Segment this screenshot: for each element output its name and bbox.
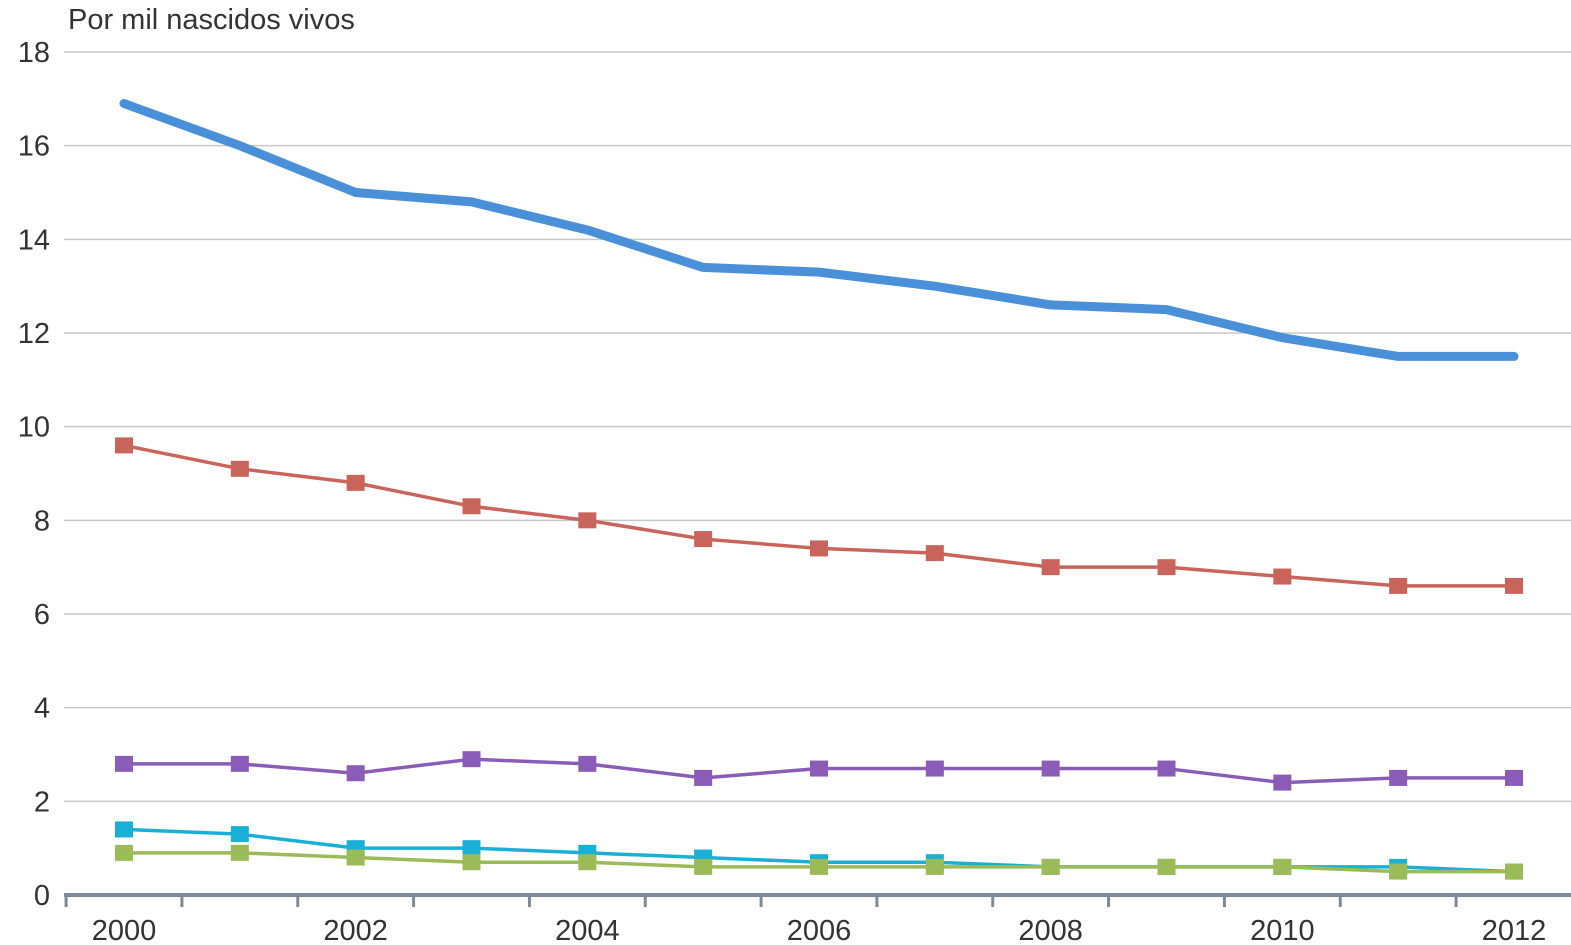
series-5-point: [694, 858, 713, 875]
series-5-point: [925, 858, 944, 875]
gridlines: [64, 51, 1571, 803]
series-3-point: [1273, 774, 1292, 791]
series-3-point: [578, 755, 597, 772]
x-tick-label: 2004: [555, 915, 620, 945]
series-group: [115, 99, 1523, 880]
y-tick-label: 0: [34, 880, 50, 912]
series-1-line: [119, 99, 1519, 361]
y-tick-label: 10: [18, 412, 50, 444]
series-5-point: [1157, 858, 1176, 875]
series-2-point: [346, 474, 365, 491]
series-5-point: [230, 844, 249, 861]
series-3-point: [810, 760, 828, 777]
series-5-point: [115, 844, 133, 861]
series-3-point: [1389, 769, 1408, 786]
series-4-point: [462, 840, 481, 857]
series-5-point: [1041, 858, 1060, 875]
x-axis: 2000 2002 2004 2006 2008 2010 2012: [64, 893, 1571, 945]
series-3-point: [230, 755, 249, 772]
y-axis-ticks: 0 2 4 6 8 10 12 14 16 18: [18, 37, 50, 912]
series-3-point: [346, 765, 365, 782]
x-tick-label: 2006: [787, 915, 852, 945]
series-5-point: [346, 849, 365, 866]
y-tick-label: 18: [18, 37, 50, 69]
series-3-point: [1157, 760, 1176, 777]
series-5-point: [810, 858, 828, 875]
series-5-point: [578, 854, 597, 871]
y-tick-label: 4: [34, 693, 50, 725]
series-2-point: [1389, 577, 1408, 594]
series-2-point: [1273, 568, 1292, 585]
series-2-point: [925, 545, 944, 562]
series-3-point: [694, 769, 713, 786]
series-2-point: [462, 498, 481, 515]
series-2-point: [115, 437, 133, 454]
y-tick-label: 6: [34, 599, 50, 631]
series-3-point: [1041, 760, 1060, 777]
x-tick-label: 2010: [1250, 915, 1315, 945]
series-2-point: [1505, 577, 1523, 594]
series-5-point: [1273, 858, 1292, 875]
series-2-point: [1041, 559, 1060, 576]
y-axis-unit-label: Por mil nascidos vivos: [68, 4, 355, 36]
series-2-point: [230, 460, 249, 477]
y-tick-label: 12: [18, 318, 50, 350]
y-tick-label: 14: [18, 224, 50, 256]
series-3-point: [115, 755, 133, 772]
x-tick-label: 2012: [1482, 915, 1547, 945]
x-tick-label: 2008: [1018, 915, 1083, 945]
series-4-point: [115, 821, 133, 838]
series-2-point: [694, 531, 713, 548]
x-tick-label: 2000: [92, 915, 157, 945]
x-tick-label: 2002: [323, 915, 388, 945]
series-2-point: [1157, 559, 1176, 576]
series-5-point: [1505, 863, 1523, 880]
series-3-point: [1505, 769, 1523, 786]
series-2-line: [122, 443, 1516, 588]
series-4-point: [230, 826, 249, 843]
series-5-point: [1389, 863, 1408, 880]
series-2-point: [810, 540, 828, 557]
series-3-point: [462, 751, 481, 768]
y-tick-label: 2: [34, 786, 50, 818]
y-tick-label: 8: [34, 505, 50, 537]
y-tick-label: 16: [18, 131, 50, 163]
series-3-point: [925, 760, 944, 777]
series-2-point: [578, 512, 597, 529]
series-5-point: [462, 854, 481, 871]
